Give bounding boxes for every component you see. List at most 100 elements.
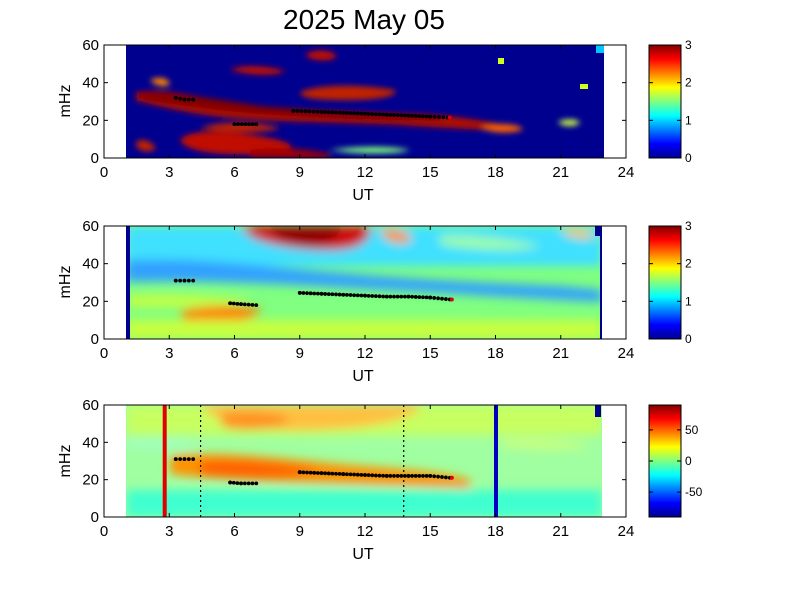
ridge-point: [337, 110, 342, 115]
ridge-point: [370, 473, 375, 478]
x-tick-label: 0: [100, 523, 108, 540]
ridge-point: [355, 472, 360, 477]
ridge-point: [432, 296, 437, 300]
ridge-point: [377, 112, 382, 117]
ridge-point: [388, 474, 393, 478]
ridge-point: [330, 110, 335, 115]
colorbar-top: 0 1 2 3: [648, 38, 692, 165]
ridge-point: [297, 470, 302, 475]
x-tick-label: 15: [422, 523, 439, 540]
x-tick-label: 18: [487, 523, 504, 540]
x-tick-label: 24: [618, 523, 635, 540]
y-axis-label-middle: mHz: [57, 266, 74, 299]
x-tick-label: 6: [230, 164, 238, 181]
ridge-point: [315, 291, 320, 296]
ridge-point: [323, 471, 328, 476]
ridge-point: [370, 112, 375, 116]
ridge-point: [436, 474, 440, 479]
ridge-point: [250, 481, 255, 486]
ridge-point: [231, 301, 236, 306]
x-tick-label: 6: [230, 345, 238, 362]
ridge-point: [319, 291, 324, 296]
colorbar-tick-label: 2: [685, 257, 692, 271]
ridge-point: [440, 296, 444, 301]
ridge-point: [236, 122, 241, 126]
y-axis-label-top: mHz: [57, 85, 74, 118]
ridge-point: [437, 115, 441, 119]
ridge-point: [395, 294, 400, 299]
y-axis-label-bottom: mHz: [57, 445, 74, 478]
ridge-point: [299, 109, 304, 114]
ridge-point: [319, 471, 324, 476]
x-ticks-top: 0 3 6 9 12 15 18 21 24: [100, 45, 634, 181]
colorbar-tick-label: 2: [685, 76, 692, 90]
ridge-point: [191, 457, 196, 462]
ridge-point: [348, 472, 353, 477]
ridge-point: [359, 472, 364, 477]
ridge-point: [173, 95, 178, 100]
ridge-point: [337, 472, 342, 476]
x-tick-label: 0: [100, 345, 108, 362]
ridge-end-point: [449, 297, 454, 302]
ridge-point: [182, 457, 187, 462]
ridge-point: [191, 97, 196, 102]
colorbar-tick-label: 3: [685, 38, 692, 52]
ridge-point: [344, 111, 349, 115]
figure-title: 2025 May 05: [283, 4, 445, 35]
ridge-point: [377, 294, 382, 299]
y-tick-label: 60: [82, 37, 99, 54]
ridge-point: [250, 122, 255, 126]
heatmap-middle: [126, 226, 602, 339]
ridge-point: [344, 292, 349, 297]
ridge-point: [366, 473, 371, 478]
ridge-point: [239, 481, 243, 486]
ridge-point: [428, 295, 433, 300]
y-tick-label: 60: [82, 218, 99, 235]
x-tick-label: 24: [618, 345, 635, 362]
ridge-point: [402, 294, 407, 299]
ridge-point: [254, 303, 259, 307]
ridge-point: [308, 291, 313, 296]
ridge-point: [326, 110, 331, 115]
x-tick-label: 18: [487, 164, 504, 181]
colorbar-middle: 0 1 2 3: [648, 219, 692, 346]
ridge-point: [297, 290, 302, 295]
ridge-point: [384, 112, 389, 117]
x-tick-label: 15: [422, 164, 439, 181]
ridge-point: [334, 292, 338, 297]
x-tick-label: 6: [230, 523, 238, 540]
ridge-point: [363, 473, 367, 477]
ridge-point: [341, 472, 346, 476]
ridge-point: [182, 278, 187, 283]
y-tick-label: 40: [82, 256, 99, 273]
y-tick-label: 40: [82, 75, 99, 92]
ridge-point: [395, 113, 400, 118]
x-tick-label: 21: [552, 345, 569, 362]
ridge-point: [315, 471, 320, 475]
x-tick-label: 21: [552, 523, 569, 540]
ridge-point: [417, 295, 422, 299]
ridge-point: [406, 294, 411, 299]
x-tick-label: 9: [296, 164, 304, 181]
x-tick-label: 12: [357, 523, 374, 540]
ridge-point: [326, 292, 331, 297]
ridge-point: [344, 472, 349, 477]
red-marker-line: [162, 405, 167, 517]
ridge-point: [301, 470, 306, 475]
ridge-points-middle: [173, 278, 454, 307]
ridge-point: [254, 481, 259, 486]
ridge-point: [440, 475, 444, 479]
ridge-point: [392, 294, 396, 299]
ridge-point: [231, 480, 236, 485]
ridge-point: [307, 109, 312, 114]
x-axis-label-top: UT: [352, 187, 374, 204]
ridge-point: [348, 293, 353, 297]
ridge-point: [352, 293, 357, 298]
y-tick-label: 0: [91, 150, 99, 167]
y-tick-label: 0: [91, 331, 99, 348]
ridge-point: [315, 109, 320, 114]
x-tick-label: 12: [357, 345, 374, 362]
ridge-point: [402, 113, 407, 118]
ridge-point: [242, 302, 247, 307]
ridge-point: [399, 113, 404, 118]
